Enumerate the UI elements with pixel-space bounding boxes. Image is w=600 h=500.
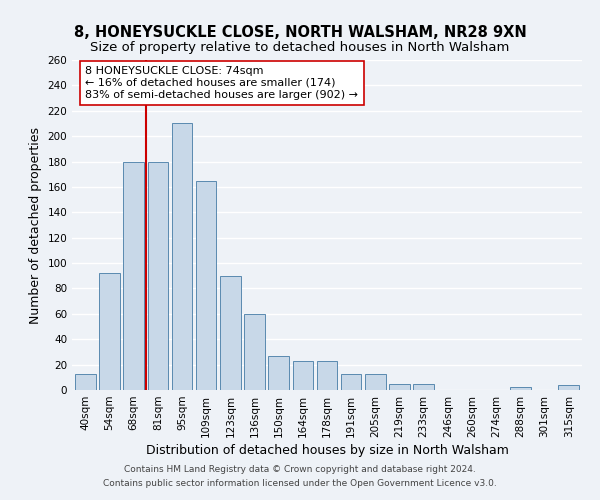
Bar — [413, 384, 434, 390]
Bar — [317, 361, 337, 390]
Bar — [365, 374, 386, 390]
Bar — [389, 384, 410, 390]
Bar — [99, 273, 120, 390]
X-axis label: Distribution of detached houses by size in North Walsham: Distribution of detached houses by size … — [146, 444, 508, 457]
Bar — [559, 385, 579, 390]
Text: 8 HONEYSUCKLE CLOSE: 74sqm
← 16% of detached houses are smaller (174)
83% of sem: 8 HONEYSUCKLE CLOSE: 74sqm ← 16% of deta… — [85, 66, 358, 100]
Text: 8, HONEYSUCKLE CLOSE, NORTH WALSHAM, NR28 9XN: 8, HONEYSUCKLE CLOSE, NORTH WALSHAM, NR2… — [74, 25, 526, 40]
Bar — [293, 361, 313, 390]
Bar — [244, 314, 265, 390]
Bar — [172, 124, 192, 390]
Bar — [341, 374, 361, 390]
Bar — [510, 388, 530, 390]
Y-axis label: Number of detached properties: Number of detached properties — [29, 126, 42, 324]
Bar — [196, 180, 217, 390]
Bar — [268, 356, 289, 390]
Bar — [124, 162, 144, 390]
Text: Contains HM Land Registry data © Crown copyright and database right 2024.
Contai: Contains HM Land Registry data © Crown c… — [103, 466, 497, 487]
Text: Size of property relative to detached houses in North Walsham: Size of property relative to detached ho… — [91, 41, 509, 54]
Bar — [220, 276, 241, 390]
Bar — [148, 162, 168, 390]
Bar — [75, 374, 95, 390]
